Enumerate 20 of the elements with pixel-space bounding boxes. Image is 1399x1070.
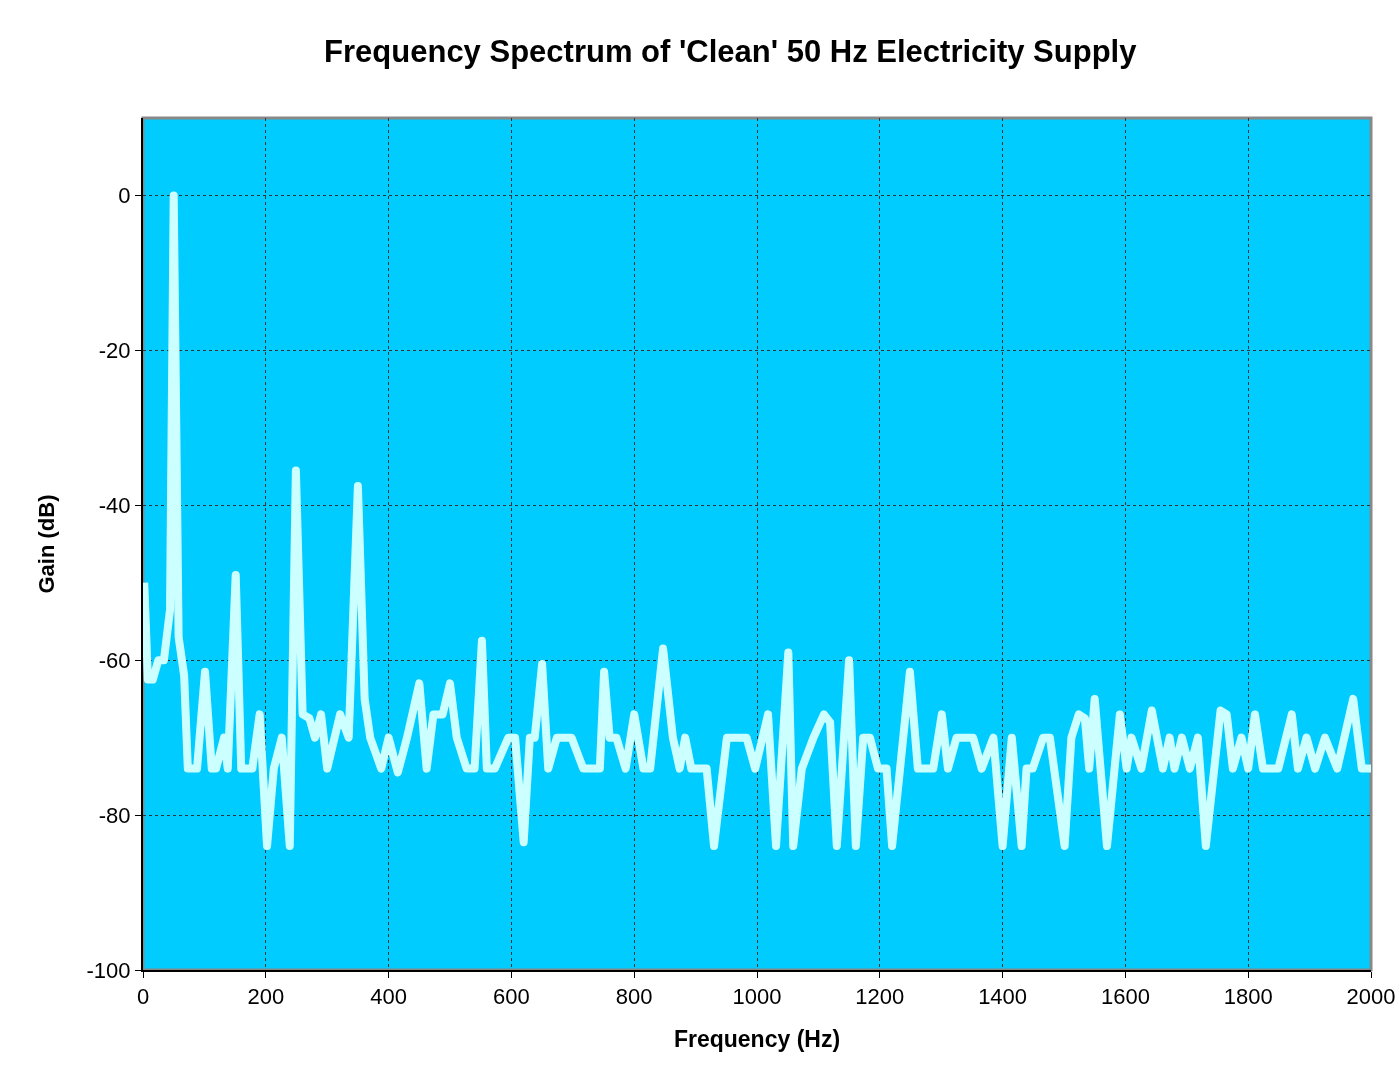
x-tick-label: 800 [615, 984, 653, 1010]
y-axis-title: Gain (dB) [33, 494, 59, 594]
x-tick-label: 400 [370, 984, 407, 1010]
x-tick-label: 1000 [732, 984, 782, 1010]
y-tick-label: -40 [98, 492, 131, 518]
x-tick-label: 200 [247, 984, 285, 1010]
x-tick-label: 1600 [1100, 984, 1150, 1010]
y-tick-label: -100 [86, 957, 131, 983]
chart-title: Frequency Spectrum of 'Clean' 50 Hz Electricity Supply [324, 34, 1138, 70]
x-tick-label: 1800 [1223, 984, 1273, 1010]
x-tick-label: 1400 [978, 984, 1028, 1010]
y-tick-label: -80 [98, 802, 131, 828]
y-tick-label: -60 [98, 647, 131, 673]
x-tick-label: 0 [136, 984, 150, 1010]
x-tick-label: 1200 [855, 984, 905, 1010]
x-tick-label: 600 [493, 984, 530, 1010]
y-tick-label: 0 [118, 183, 131, 209]
x-tick-label: 2000 [1346, 984, 1396, 1010]
x-axis-title: Frequency (Hz) [673, 1025, 841, 1052]
y-tick-label: -20 [98, 338, 131, 364]
